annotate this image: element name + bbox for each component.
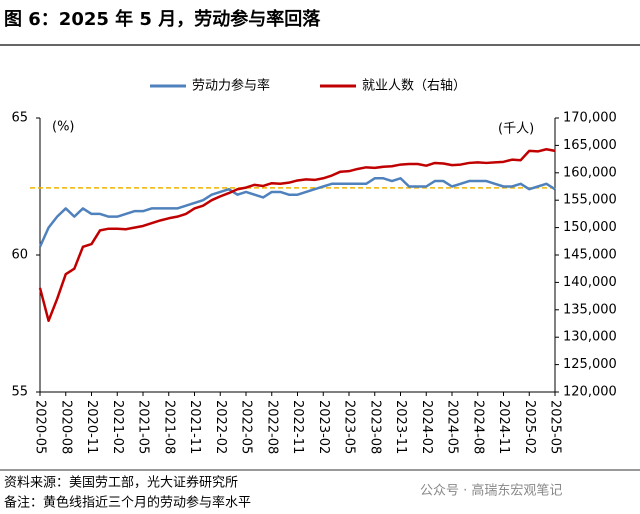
x-tick-label: 2023-11 <box>393 400 408 454</box>
source: 资料来源：美国劳工部，光大证券研究所 <box>4 475 238 491</box>
y2-tick-label: 150,000 <box>563 220 617 235</box>
y-tick-label: 65 <box>11 111 28 126</box>
x-tick-label: 2024-02 <box>419 400 434 454</box>
x-tick-label: 2022-08 <box>264 400 279 454</box>
x-tick-label: 2021-11 <box>187 400 202 454</box>
y-tick-label: 55 <box>11 385 28 400</box>
x-tick-label: 2022-11 <box>290 400 305 454</box>
x-tick-label: 2023-08 <box>367 400 382 454</box>
y2-tick-label: 155,000 <box>563 193 617 208</box>
y2-tick-label: 125,000 <box>563 357 617 372</box>
y2-tick-label: 170,000 <box>563 111 617 126</box>
x-tick-label: 2024-11 <box>496 400 511 454</box>
y2-tick-label: 165,000 <box>563 138 617 153</box>
x-tick-label: 2024-08 <box>470 400 485 454</box>
x-tick-label: 2020-05 <box>33 400 48 454</box>
y-unit: (%) <box>52 120 75 135</box>
y2-tick-label: 130,000 <box>563 330 617 345</box>
x-tick-label: 2021-02 <box>110 400 125 454</box>
x-tick-label: 2020-08 <box>58 400 73 454</box>
note: 备注：黄色线指近三个月的劳动参与率水平 <box>4 495 251 511</box>
x-tick-label: 2022-02 <box>213 400 228 454</box>
series-line <box>38 177 556 248</box>
x-tick-label: 2021-05 <box>136 400 151 454</box>
y2-tick-label: 120,000 <box>563 385 617 400</box>
series-line <box>38 147 556 323</box>
x-tick-label: 2023-02 <box>316 400 331 454</box>
y2-tick-label: 135,000 <box>563 302 617 317</box>
x-tick-label: 2024-05 <box>445 400 460 454</box>
y2-tick-label: 145,000 <box>563 248 617 263</box>
watermark: 公众号 · 高瑞东宏观笔记 <box>420 483 562 499</box>
x-tick-label: 2025-02 <box>522 400 537 454</box>
x-tick-label: 2022-05 <box>239 400 254 454</box>
x-tick-label: 2025-05 <box>548 400 563 454</box>
y-tick-label: 60 <box>11 248 28 263</box>
x-tick-label: 2020-11 <box>84 400 99 454</box>
x-tick-label: 2021-08 <box>161 400 176 454</box>
x-tick-label: 2023-05 <box>342 400 357 454</box>
legend-label: 劳动力参与率 <box>192 78 270 94</box>
y2-tick-label: 160,000 <box>563 165 617 180</box>
y2-unit: (千人) <box>498 122 534 137</box>
chart-title: 图 6：2025 年 5 月，劳动参与率回落 <box>4 8 321 30</box>
y2-tick-label: 140,000 <box>563 275 617 290</box>
legend-label: 就业人数（右轴） <box>362 79 466 94</box>
